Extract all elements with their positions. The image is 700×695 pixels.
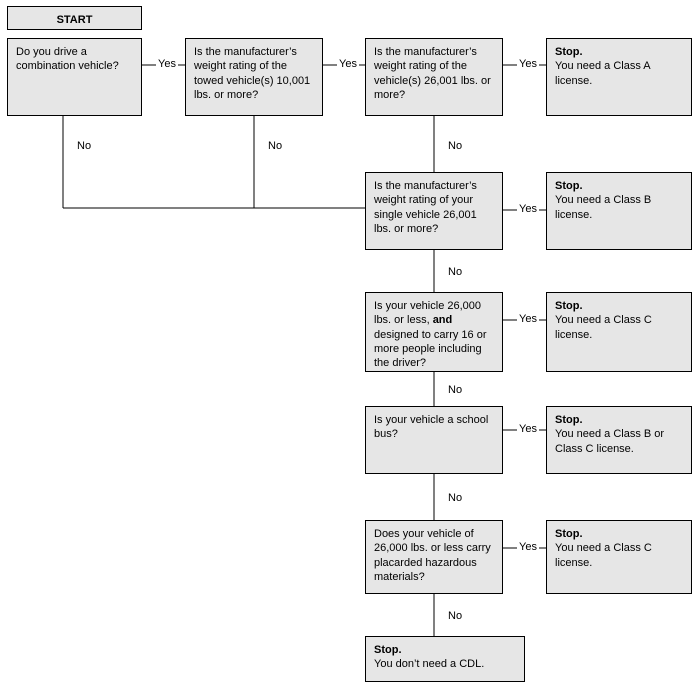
edge-label-yes: Yes: [517, 313, 539, 325]
node-stop-c2: Stop. You need a Class C license.: [546, 520, 692, 594]
stop-label: Stop.: [555, 414, 583, 426]
stop-label: Stop.: [555, 180, 583, 192]
stop-text: You need a Class B license.: [555, 194, 651, 220]
node-q-single-text: Is the manufacturer’s weight rating of y…: [374, 180, 477, 235]
stop-text: You need a Class C license.: [555, 542, 652, 568]
edge-label-no: No: [266, 140, 284, 152]
edge-label-yes: Yes: [156, 58, 178, 70]
edge-label-no: No: [446, 266, 464, 278]
edge-label-no: No: [446, 140, 464, 152]
node-q-hazmat-text: Does your vehicle of 26,000 lbs. or less…: [374, 528, 491, 583]
node-stop-c1: Stop. You need a Class C license.: [546, 292, 692, 372]
node-stop-b: Stop. You need a Class B license.: [546, 172, 692, 250]
node-q-hazmat: Does your vehicle of 26,000 lbs. or less…: [365, 520, 503, 594]
edge-label-yes: Yes: [337, 58, 359, 70]
node-q-26001: Is the manufacturer’s weight rating of t…: [365, 38, 503, 116]
flowchart-canvas: START Do you drive a combination vehicle…: [0, 0, 700, 695]
edge-label-yes: Yes: [517, 423, 539, 435]
stop-label: Stop.: [555, 46, 583, 58]
stop-text: You need a Class B or Class C license.: [555, 428, 664, 454]
node-q-combo: Do you drive a combination vehicle?: [7, 38, 142, 116]
stop-label: Stop.: [555, 300, 583, 312]
stop-text: You need a Class C license.: [555, 314, 652, 340]
node-start: START: [7, 6, 142, 30]
edge-label-yes: Yes: [517, 58, 539, 70]
edge-label-no: No: [446, 610, 464, 622]
edge-label-yes: Yes: [517, 541, 539, 553]
node-q-towed: Is the manufacturer’s weight rating of t…: [185, 38, 323, 116]
node-stop-a: Stop. You need a Class A license.: [546, 38, 692, 116]
edge-label-yes: Yes: [517, 203, 539, 215]
node-start-label: START: [57, 14, 93, 26]
node-stop-bc: Stop. You need a Class B or Class C lice…: [546, 406, 692, 474]
node-q-combo-text: Do you drive a combination vehicle?: [16, 46, 119, 72]
node-q-bus-text: Is your vehicle a school bus?: [374, 414, 488, 440]
node-q-people: Is your vehicle 26,000 lbs. or less, and…: [365, 292, 503, 372]
node-q-single: Is the manufacturer’s weight rating of y…: [365, 172, 503, 250]
stop-text: You need a Class A license.: [555, 60, 650, 86]
stop-text: You don’t need a CDL.: [374, 658, 484, 670]
stop-label: Stop.: [374, 644, 402, 656]
node-q-26001-text: Is the manufacturer’s weight rating of t…: [374, 46, 491, 101]
node-stop-none: Stop. You don’t need a CDL.: [365, 636, 525, 682]
edge-label-no: No: [446, 384, 464, 396]
node-q-bus: Is your vehicle a school bus?: [365, 406, 503, 474]
stop-label: Stop.: [555, 528, 583, 540]
edge-label-no: No: [75, 140, 93, 152]
node-q-towed-text: Is the manufacturer’s weight rating of t…: [194, 46, 310, 101]
node-q-people-text: Is your vehicle 26,000 lbs. or less, and…: [374, 300, 487, 369]
edge-label-no: No: [446, 492, 464, 504]
